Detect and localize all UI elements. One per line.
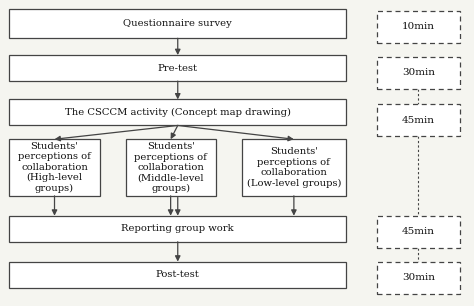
Bar bbox=[9, 139, 100, 196]
Text: Students'
perceptions of
collaboration
(High-level
groups): Students' perceptions of collaboration (… bbox=[18, 142, 91, 193]
Text: Reporting group work: Reporting group work bbox=[121, 224, 234, 233]
Text: Students'
perceptions of
collaboration
(Low-level groups): Students' perceptions of collaboration (… bbox=[246, 147, 341, 188]
Bar bbox=[377, 262, 460, 294]
Text: The CSCCM activity (Concept map drawing): The CSCCM activity (Concept map drawing) bbox=[65, 108, 291, 117]
Bar bbox=[377, 216, 460, 248]
Bar bbox=[9, 9, 346, 38]
Bar bbox=[242, 139, 346, 196]
Text: Post-test: Post-test bbox=[156, 270, 200, 279]
Bar bbox=[9, 262, 346, 288]
Text: 45min: 45min bbox=[402, 116, 435, 125]
Text: 45min: 45min bbox=[402, 227, 435, 236]
Text: 10min: 10min bbox=[402, 22, 435, 31]
Bar bbox=[9, 216, 346, 242]
Text: 30min: 30min bbox=[402, 273, 435, 282]
Text: Pre-test: Pre-test bbox=[158, 64, 198, 73]
Bar bbox=[377, 11, 460, 43]
Text: Students'
perceptions of
collaboration
(Middle-level
groups): Students' perceptions of collaboration (… bbox=[134, 142, 207, 193]
Bar bbox=[377, 57, 460, 89]
Text: 30min: 30min bbox=[402, 68, 435, 77]
Bar bbox=[9, 55, 346, 81]
Bar bbox=[9, 99, 346, 125]
Text: Questionnaire survey: Questionnaire survey bbox=[123, 19, 232, 28]
Bar bbox=[377, 104, 460, 136]
Bar bbox=[126, 139, 216, 196]
